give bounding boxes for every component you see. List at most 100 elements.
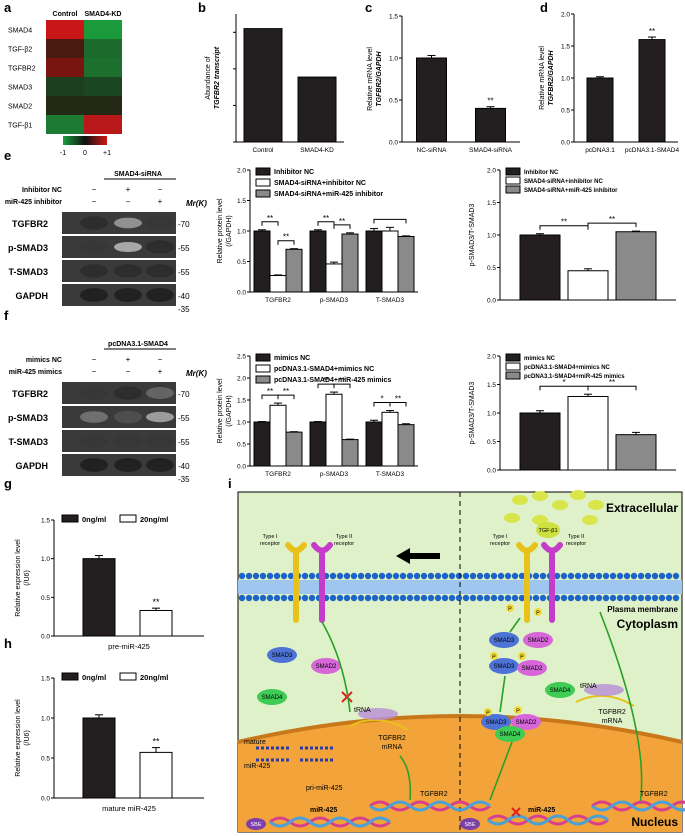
phosphate-marker <box>534 608 542 616</box>
panel-letter-a: a <box>4 0 12 15</box>
lipid-head <box>427 594 435 602</box>
receptor-label: Type I <box>263 534 278 540</box>
lipid-head <box>609 594 617 602</box>
phosphate-marker <box>514 706 522 714</box>
heatmap-row-label: SMAD4 <box>8 28 32 35</box>
phosphate-marker <box>490 652 498 660</box>
lipid-head <box>532 572 540 580</box>
y-tick-label: 0.5 <box>237 259 246 266</box>
lipid-head <box>511 572 519 580</box>
lipid-head <box>476 594 484 602</box>
lipid-head <box>371 572 379 580</box>
lipid-head <box>385 594 393 602</box>
heatmap-cell <box>84 96 122 115</box>
bar <box>82 717 116 799</box>
phosphate-label: P <box>516 709 520 715</box>
bar <box>269 404 287 467</box>
lipid-head <box>266 572 274 580</box>
treatment-label: miR-425 inhibitor <box>5 199 62 206</box>
lipid-head <box>574 572 582 580</box>
significance-mark: ** <box>561 218 567 227</box>
sbe-element <box>460 818 480 830</box>
smad4-label: SMAD4 <box>550 688 571 694</box>
phosphate-label: P <box>492 655 496 661</box>
legend-swatch <box>119 672 137 681</box>
bar <box>475 107 506 143</box>
lipid-head <box>441 572 449 580</box>
mw-marker: -55 <box>178 438 190 447</box>
x-tick-label: T-SMAD3 <box>376 471 405 478</box>
lipid-head <box>287 572 295 580</box>
significance-bracket <box>333 224 351 229</box>
significance-bracket <box>373 218 407 224</box>
lipid-head <box>357 572 365 580</box>
heatmap-row-label: SMAD2 <box>8 104 32 111</box>
heatmap-cell <box>84 58 122 77</box>
smad3 <box>267 647 297 663</box>
blot-row-label: TGFBR2 <box>12 389 48 399</box>
pathway-arrow <box>599 611 643 805</box>
lipid-head <box>238 594 246 602</box>
y-axis-label: (/GAPDH) <box>226 395 233 427</box>
lipid-head <box>644 572 652 580</box>
ribosome <box>584 684 624 696</box>
legend-label: pcDNA3.1-SMAD4+mimics NC <box>274 366 374 373</box>
blot-band <box>146 264 174 278</box>
lipid-head <box>672 572 680 580</box>
y-tick-label: 2.5 <box>237 354 246 361</box>
bar <box>519 234 561 301</box>
legend-label: Inhibitor NC <box>274 169 314 176</box>
phosphate-marker <box>484 708 492 716</box>
legend-label: SMAD4-siRNA+miR-425 inhibitor <box>274 191 383 198</box>
x-tick-label: mature miR-425 <box>102 804 156 813</box>
treatment-mark: − <box>92 355 97 364</box>
treatment-mark: − <box>126 197 131 206</box>
smad2 <box>517 660 547 676</box>
smad3-label: SMAD3 <box>272 653 293 659</box>
mw-marker: -40 <box>178 462 190 471</box>
significance-mark: ** <box>609 378 615 387</box>
bar <box>325 263 343 293</box>
legend-swatch <box>255 178 271 187</box>
y-tick-label: 2.0 <box>237 168 246 175</box>
tgfb1-ligand <box>588 500 604 510</box>
significance-bracket <box>587 385 637 391</box>
lipid-head <box>434 572 442 580</box>
lipid-head <box>329 594 337 602</box>
dna-helix <box>269 816 391 828</box>
lipid-head <box>378 594 386 602</box>
y-tick-label: 0.0 <box>487 468 496 475</box>
y-axis-label: (/U6) <box>24 570 31 586</box>
mw-marker: -70 <box>178 390 190 399</box>
mir425-gene-label: miR-425 <box>528 807 555 814</box>
mrna-strand <box>349 719 409 731</box>
heatmap-color-scale <box>63 136 107 145</box>
lipid-head <box>588 572 596 580</box>
smad4 <box>545 682 575 698</box>
lipid-head <box>252 572 260 580</box>
lipid-head <box>259 572 267 580</box>
lipid-head <box>378 572 386 580</box>
lipid-head <box>280 572 288 580</box>
panel-letter-b: b <box>198 0 206 15</box>
pathway-arrow <box>509 617 521 633</box>
bar <box>269 275 287 293</box>
smad3-label: SMAD3 <box>494 664 515 670</box>
plasma-membrane-label: Plasma membrane <box>607 605 678 614</box>
smad3 <box>489 632 519 648</box>
lipid-head <box>518 572 526 580</box>
legend-label: SMAD4-siRNA+inhibitor NC <box>274 180 366 187</box>
tgfbr2-mrna-label: TGFBR2 <box>378 735 406 742</box>
x-tick-label: SMAD4-siRNA <box>469 147 513 154</box>
y-tick-label: 0.0 <box>561 140 570 147</box>
lipid-head <box>630 572 638 580</box>
phosphate-label: P <box>520 655 524 661</box>
legend-swatch <box>255 189 271 198</box>
lipid-head <box>602 594 610 602</box>
significance-mark: ** <box>323 214 329 223</box>
blot-band <box>114 434 142 448</box>
lipid-head <box>462 572 470 580</box>
heatmap-cell <box>46 20 84 39</box>
lipid-head <box>630 594 638 602</box>
